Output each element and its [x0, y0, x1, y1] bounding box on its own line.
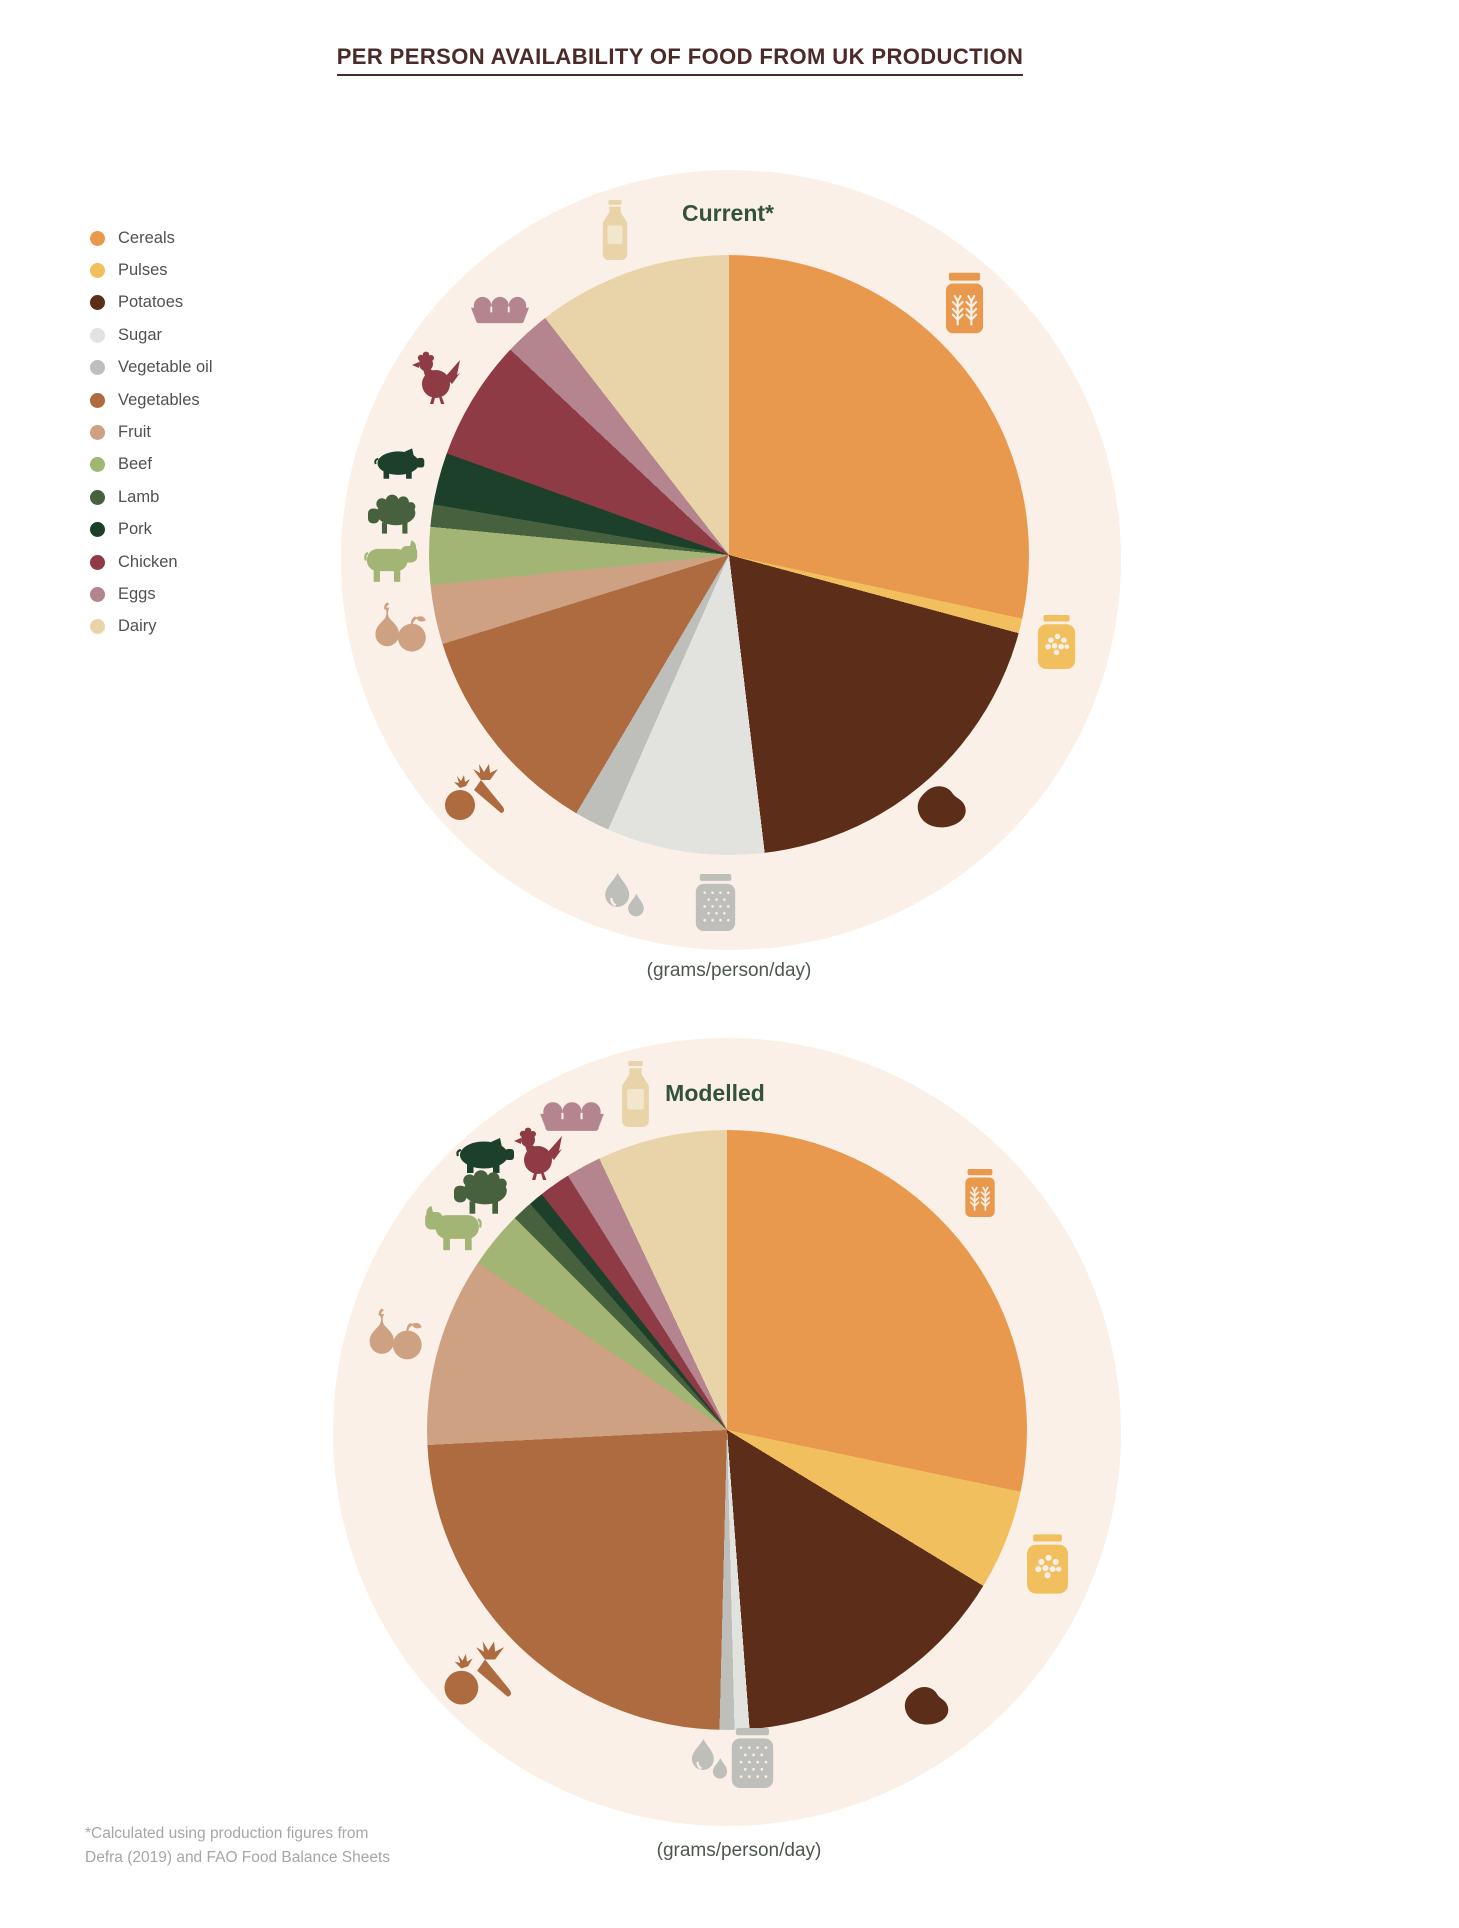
legend-dot-dairy	[90, 619, 105, 635]
legend-label: Lamb	[118, 487, 160, 506]
footnote-line-1: *Calculated using production figures fro…	[85, 1825, 369, 1842]
legend-dot-lamb	[90, 489, 105, 505]
legend-dot-chicken	[90, 554, 105, 570]
legend-item-pulses: Pulses	[90, 254, 213, 286]
legend-item-potatoes: Potatoes	[90, 287, 213, 319]
pulses-icon	[1025, 1534, 1070, 1594]
legend-label: Eggs	[118, 584, 156, 603]
vegetable-oil-icon	[691, 1736, 729, 1784]
legend-label: Potatoes	[118, 293, 184, 312]
legend-label: Beef	[118, 455, 152, 474]
cereals-icon	[960, 1169, 1000, 1217]
lamb-icon	[368, 494, 420, 536]
pork-icon	[374, 447, 426, 481]
chicken-icon	[410, 350, 462, 404]
legend-item-cereals: Cereals	[90, 222, 213, 254]
legend-dot-potatoes	[90, 295, 105, 311]
vegetables-icon	[440, 1637, 512, 1709]
modelled-pie-chart	[427, 1130, 1027, 1730]
chicken-icon	[513, 1126, 563, 1180]
eggs-icon	[468, 294, 532, 325]
legend-label: Chicken	[118, 552, 178, 571]
legend-item-pork: Pork	[90, 514, 213, 546]
legend-dot-fruit	[90, 425, 105, 441]
legend-item-dairy: Dairy	[90, 611, 213, 643]
legend-label: Dairy	[118, 617, 157, 636]
dairy-icon	[600, 199, 630, 261]
legend-item-lamb: Lamb	[90, 481, 213, 513]
legend-label: Fruit	[118, 423, 151, 442]
legend-dot-pork	[90, 522, 105, 538]
legend-item-eggs: Eggs	[90, 578, 213, 610]
legend-dot-vegetable-oil	[90, 360, 105, 376]
legend-item-beef: Beef	[90, 449, 213, 481]
beef-icon	[420, 1204, 482, 1253]
dairy-icon	[619, 1061, 652, 1127]
legend-dot-cereals	[90, 230, 105, 246]
sugar-icon	[729, 1728, 776, 1788]
legend-item-chicken: Chicken	[90, 546, 213, 578]
current-chart-title: Current*	[681, 200, 774, 226]
modelled-chart-title: Modelled	[665, 1080, 765, 1106]
legend-label: Pulses	[118, 261, 168, 280]
page-title-wrap: PER PERSON AVAILABILITY OF FOOD FROM UK …	[0, 44, 1360, 76]
legend-label: Pork	[118, 520, 152, 539]
legend-label: Sugar	[118, 325, 163, 344]
beef-icon	[364, 538, 422, 585]
current-chart-caption: (grams/person/day)	[646, 960, 812, 981]
legend-label: Vegetables	[118, 390, 200, 409]
vegetables-icon	[441, 753, 505, 831]
legend-item-vegetables: Vegetables	[90, 384, 213, 416]
legend-item-sugar: Sugar	[90, 319, 213, 351]
legend-item-fruit: Fruit	[90, 416, 213, 448]
footnote-line-2: Defra (2019) and FAO Food Balance Sheets	[85, 1849, 391, 1867]
legend-item-vegetable-oil: Vegetable oil	[90, 352, 213, 384]
legend-dot-eggs	[90, 586, 105, 602]
legend-dot-pulses	[90, 263, 105, 279]
legend-dot-sugar	[90, 327, 105, 343]
current-pie-chart	[429, 255, 1029, 855]
cereals-icon	[945, 272, 984, 334]
legend-dot-vegetables	[90, 392, 105, 408]
legend-label: Vegetable oil	[118, 358, 213, 377]
pulses-icon	[1035, 615, 1078, 669]
vegetable-oil-icon	[604, 871, 646, 921]
legend-label: Cereals	[118, 228, 175, 247]
modelled-chart-caption: (grams/person/day)	[656, 1840, 822, 1861]
footnote: *Calculated using production figures fro…	[85, 1822, 390, 1870]
page-title: PER PERSON AVAILABILITY OF FOOD FROM UK …	[336, 44, 1024, 76]
legend-dot-beef	[90, 457, 105, 473]
sugar-icon	[693, 874, 738, 931]
legend: Cereals Pulses Potatoes Sugar Vegetable …	[90, 222, 213, 643]
fruit-icon	[369, 602, 429, 654]
fruit-icon	[363, 1304, 425, 1366]
